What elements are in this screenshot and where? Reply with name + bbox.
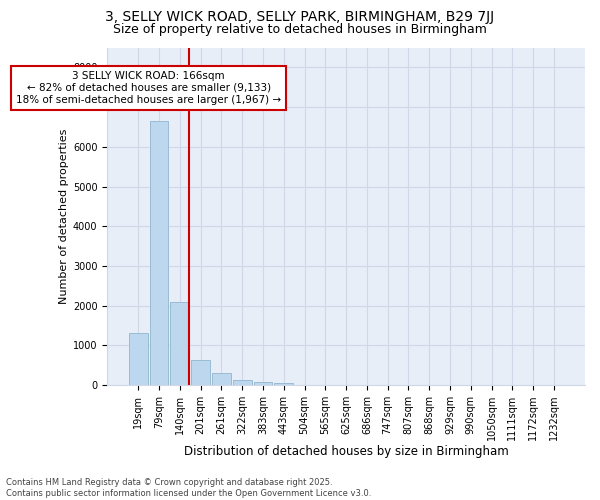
Bar bbox=[254, 382, 272, 385]
Text: Contains HM Land Registry data © Crown copyright and database right 2025.
Contai: Contains HM Land Registry data © Crown c… bbox=[6, 478, 371, 498]
Bar bbox=[191, 360, 210, 385]
Bar bbox=[129, 334, 148, 385]
Bar bbox=[212, 373, 231, 385]
Bar bbox=[170, 302, 189, 385]
Text: 3 SELLY WICK ROAD: 166sqm
← 82% of detached houses are smaller (9,133)
18% of se: 3 SELLY WICK ROAD: 166sqm ← 82% of detac… bbox=[16, 72, 281, 104]
X-axis label: Distribution of detached houses by size in Birmingham: Distribution of detached houses by size … bbox=[184, 444, 508, 458]
Y-axis label: Number of detached properties: Number of detached properties bbox=[59, 128, 68, 304]
Bar bbox=[150, 121, 169, 385]
Text: Size of property relative to detached houses in Birmingham: Size of property relative to detached ho… bbox=[113, 22, 487, 36]
Bar bbox=[233, 380, 251, 385]
Text: 3, SELLY WICK ROAD, SELLY PARK, BIRMINGHAM, B29 7JJ: 3, SELLY WICK ROAD, SELLY PARK, BIRMINGH… bbox=[106, 10, 494, 24]
Bar bbox=[274, 383, 293, 385]
